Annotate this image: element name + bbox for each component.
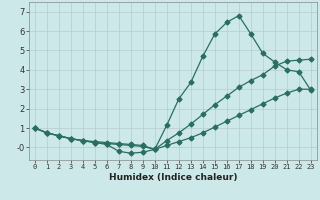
X-axis label: Humidex (Indice chaleur): Humidex (Indice chaleur) bbox=[108, 173, 237, 182]
